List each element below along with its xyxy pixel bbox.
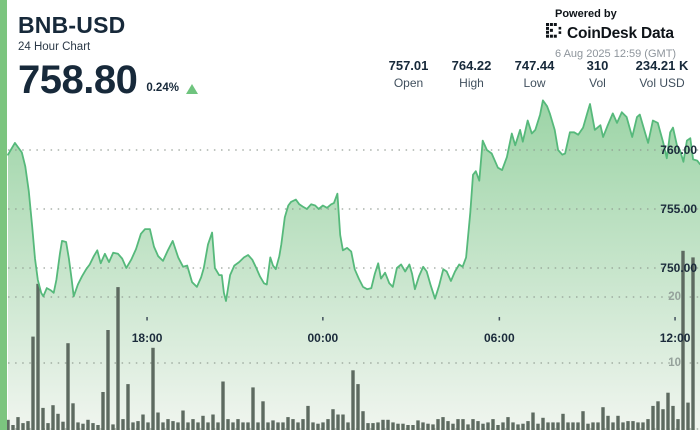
price-row: 758.80 0.24% (18, 58, 198, 102)
stat-item-high: 764.22 High (440, 58, 503, 90)
chart-subtitle: 24 Hour Chart (18, 41, 91, 53)
stat-value: 764.22 (451, 58, 492, 73)
chart-timestamp: 6 Aug 2025 12:59 (GMT) (555, 48, 677, 60)
stat-label: High (459, 76, 484, 90)
stat-item-open: 757.01 Open (377, 58, 440, 90)
stat-label: Vol (589, 76, 606, 90)
stat-item-vol: 310 Vol (566, 58, 629, 90)
coindesk-logo-icon (546, 23, 563, 45)
coindesk-wordmark: CoinDesk Data (567, 25, 674, 42)
stat-label: Open (393, 76, 424, 90)
stat-item-vol-usd: 234.21 K Vol USD (629, 58, 695, 90)
stat-item-low: 747.44 Low (503, 58, 566, 90)
stat-value: 310 (586, 58, 609, 73)
stat-label: Vol USD (639, 76, 685, 90)
change-percent: 0.24% (146, 82, 179, 94)
accent-stripe (0, 0, 7, 430)
stat-label: Low (523, 76, 546, 90)
up-triangle-icon (185, 84, 198, 94)
header: BNB-USD 24 Hour Chart 758.80 0.24% (18, 12, 198, 102)
stat-value: 234.21 K (635, 58, 689, 73)
stat-value: 747.44 (514, 58, 555, 73)
powered-by-block: Powered by CoinDesk Data 6 Aug 2025 12:5… (546, 8, 696, 60)
coindesk-brand-link[interactable]: CoinDesk Data (546, 23, 696, 45)
powered-by-label: Powered by (555, 8, 617, 20)
last-price: 758.80 (18, 58, 138, 102)
stats-row: 757.01 Open 764.22 High 747.44 Low 310 Vol 234.2… (377, 58, 695, 90)
symbol-title: BNB-USD (18, 12, 126, 38)
stat-value: 757.01 (388, 58, 429, 73)
